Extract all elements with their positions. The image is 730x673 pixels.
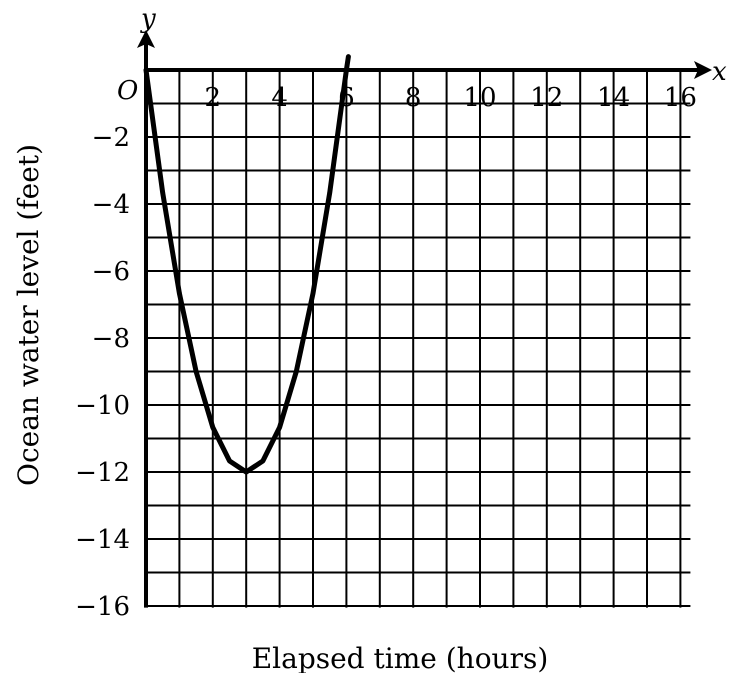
series-line: [143, 54, 351, 475]
tick-labels: 2 4 6 8 10 12 14 16−2−4−6−8−10−12−14−16: [75, 83, 697, 622]
x-axis-title: Elapsed time (hours): [252, 642, 549, 673]
x-axis-arrow: [694, 61, 712, 79]
x-tick-label: 10: [463, 83, 496, 113]
axes: [137, 30, 712, 608]
grid: [146, 70, 691, 608]
y-tick-label: −16: [75, 592, 130, 622]
y-tick-label: −2: [92, 123, 130, 153]
origin-label: O: [117, 76, 138, 106]
y-axis-letter: y: [140, 4, 156, 34]
x-tick-label: 8: [405, 83, 422, 113]
x-tick-label: 14: [597, 83, 630, 113]
y-tick-label: −8: [92, 324, 130, 354]
y-tick-label: −14: [75, 525, 130, 555]
y-axis-title: Ocean water level (feet): [12, 144, 45, 486]
y-tick-label: −12: [75, 458, 130, 488]
y-tick-label: −6: [92, 257, 130, 287]
x-tick-label: 12: [530, 83, 563, 113]
y-tick-label: −10: [75, 391, 130, 421]
x-tick-label: 16: [664, 83, 697, 113]
x-tick-label: 4: [271, 83, 288, 113]
x-tick-label: 2: [205, 83, 222, 113]
series-layer: [143, 54, 351, 475]
y-tick-label: −4: [92, 190, 130, 220]
y-axis-arrow: [137, 30, 155, 48]
x-axis-letter: x: [712, 57, 727, 87]
